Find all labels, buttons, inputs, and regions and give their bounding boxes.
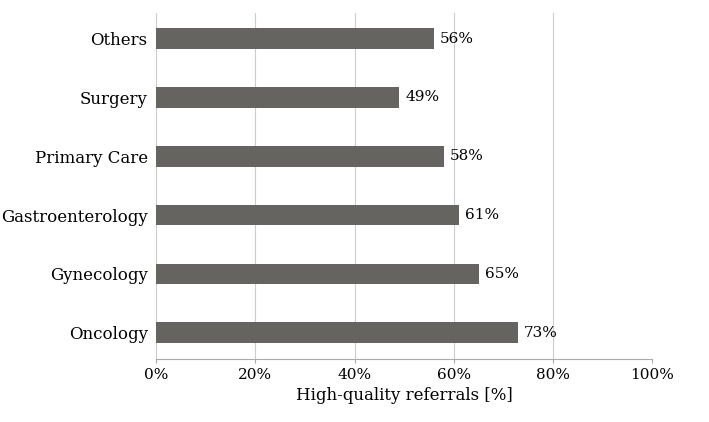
Bar <box>156 146 444 167</box>
Bar <box>156 87 399 108</box>
Bar <box>156 28 434 49</box>
Text: 73%: 73% <box>524 326 558 340</box>
Bar <box>156 205 459 225</box>
Text: 58%: 58% <box>450 149 484 163</box>
Bar <box>156 322 518 343</box>
Text: 61%: 61% <box>464 208 499 222</box>
X-axis label: High-quality referrals [%]: High-quality referrals [%] <box>296 387 513 404</box>
Text: 49%: 49% <box>405 90 440 105</box>
Text: 65%: 65% <box>484 267 518 281</box>
Text: 56%: 56% <box>440 32 474 46</box>
Bar <box>156 264 479 284</box>
